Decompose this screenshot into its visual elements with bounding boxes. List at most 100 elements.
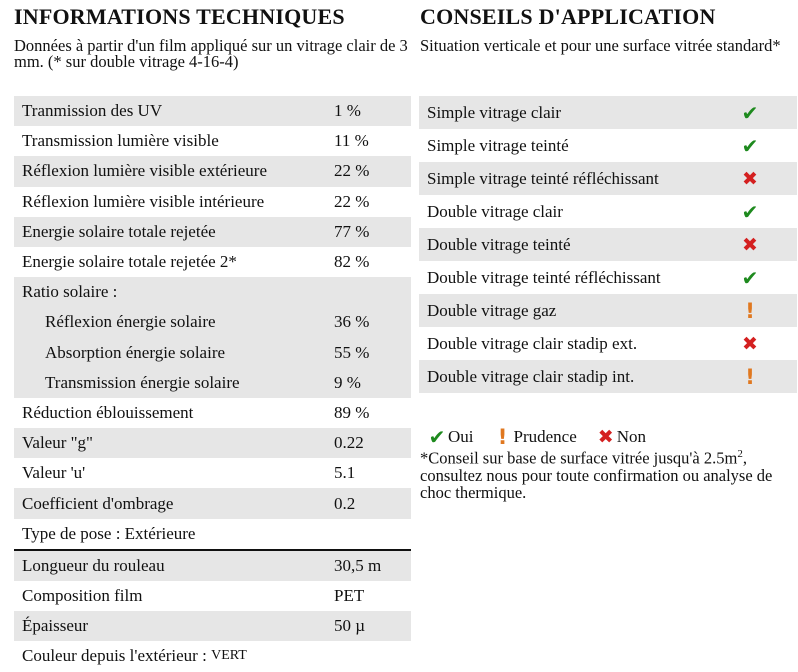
spec-value: 22 % <box>334 161 370 181</box>
glazing-type-label: Double vitrage clair stadip ext. <box>427 333 638 353</box>
color-row: Couleur depuis l'extérieur : VERT <box>14 641 411 671</box>
color-value: VERT <box>211 648 247 664</box>
spec-label: Transmission lumière visible <box>22 131 219 151</box>
spec-row: Composition film PET <box>14 581 411 611</box>
spec-value: 36 % <box>334 312 370 332</box>
check-icon: ✔ <box>741 100 759 125</box>
spec-value: 50 µ <box>334 616 366 636</box>
spec-label: Réflexion lumière visible extérieure <box>22 161 267 181</box>
spec-row: Réflexion lumière visible intérieure 22 % <box>14 187 411 217</box>
cross-icon: ✖ <box>742 332 758 355</box>
spec-row: Réflexion lumière visible extérieure 22 % <box>14 156 411 187</box>
color-label: Couleur depuis l'extérieur : <box>22 646 207 666</box>
cross-icon: ✖ <box>742 233 758 256</box>
check-icon: ✔ <box>741 133 759 158</box>
legend-prudence: ! Prudence <box>492 425 577 449</box>
spec-label: Réduction éblouissement <box>22 402 194 422</box>
application-advice-subtitle: Situation verticale et pour une surface … <box>420 36 781 55</box>
spec-row: Transmission lumière visible 11 % <box>14 126 411 156</box>
spec-label: Réflexion lumière visible intérieure <box>22 191 265 211</box>
spec-row: Réduction éblouissement 89 % <box>14 398 411 428</box>
spec-value: 55 % <box>334 342 370 362</box>
advice-row: Double vitrage clair stadip int.! <box>419 360 797 393</box>
legend-oui-label: Oui <box>448 427 474 446</box>
check-icon: ✔ <box>741 265 759 290</box>
glazing-type-label: Double vitrage clair stadip int. <box>427 366 635 386</box>
spec-value: 77 % <box>334 221 370 241</box>
glazing-type-label: Double vitrage clair <box>427 201 563 221</box>
glazing-type-label: Simple vitrage clair <box>427 102 562 122</box>
spec-value: 0.2 <box>334 493 356 513</box>
note-superscript: 2 <box>737 448 743 460</box>
application-advice-title: CONSEILS D'APPLICATION <box>420 4 716 29</box>
spec-label: Composition film <box>22 586 143 606</box>
spec-row: Valeur "g" 0.22 <box>14 428 411 459</box>
application-advice-table: Simple vitrage clair ✔ Simple vitrage tein… <box>419 96 797 393</box>
technical-info-title: INFORMATIONS TECHNIQUES <box>14 4 345 29</box>
glazing-type-label: Double vitrage teinté <box>427 234 571 254</box>
spec-value: 0.22 <box>334 433 364 453</box>
check-icon: ✔ <box>741 199 759 224</box>
legend-oui: ✔ Oui <box>426 425 474 449</box>
technical-info-subtitle: Données à partir d'un film appliqué sur … <box>14 36 408 71</box>
legend-non-label: Non <box>616 427 647 446</box>
advice-row: Simple vitrage teinté réfléchissant ✖ <box>419 162 797 195</box>
spec-value: 30,5 m <box>334 555 382 575</box>
spec-value: PET <box>334 586 365 606</box>
spec-row: Épaisseur 50 µ <box>14 611 411 642</box>
glazing-type-label: Double vitrage teinté réfléchissant <box>427 267 661 287</box>
note-text: *Conseil sur base de surface vitrée jusq… <box>420 448 738 468</box>
spec-label: Longueur du rouleau <box>22 555 165 575</box>
note-text-end: , consultez nous pour toute confirmation… <box>420 448 773 502</box>
cross-icon: ✖ <box>742 167 758 190</box>
spec-row: Réflexion énergie solaire 36 % <box>14 307 411 338</box>
glazing-type-label: Double vitrage gaz <box>427 300 557 320</box>
advice-row: Double vitrage teinté ✖ <box>419 228 797 261</box>
spec-row: Tranmission des UV 1 % <box>14 96 411 127</box>
spec-label: Épaisseur <box>22 616 89 636</box>
advice-row: Simple vitrage teinté ✔ <box>419 129 797 162</box>
spec-label: Valeur "g" <box>22 433 93 453</box>
exclamation-icon: ! <box>745 298 755 323</box>
advice-row: Double vitrage teinté réfléchissant ✔ <box>419 261 797 294</box>
spec-row: Type de pose : Extérieure <box>14 519 411 549</box>
spec-row: Energie solaire totale rejetée 2* 82 % <box>14 247 411 277</box>
spec-value: 89 % <box>334 402 370 422</box>
advice-row: Double vitrage clair ✔ <box>419 195 797 228</box>
advice-row: Double vitrage clair stadip ext. ✖ <box>419 327 797 360</box>
technical-specs-table: Tranmission des UV 1 % Transmission lumièr… <box>14 96 411 672</box>
legend-non: ✖ Non <box>595 426 646 448</box>
spec-label: Ratio solaire : <box>22 282 118 302</box>
spec-label: Energie solaire totale rejetée <box>22 221 216 241</box>
glazing-type-label: Simple vitrage teinté réfléchissant <box>427 168 659 188</box>
legend-prudence-label: Prudence <box>513 427 577 446</box>
cross-icon: ✖ <box>597 426 614 448</box>
advice-footnote: *Conseil sur base de surface vitrée jusq… <box>420 446 798 501</box>
advice-row: Simple vitrage clair ✔ <box>419 96 797 129</box>
spec-label: Valeur 'u' <box>22 463 86 483</box>
legend: ✔ Oui ! Prudence ✖ Non <box>426 425 660 449</box>
spec-label: Tranmission des UV <box>22 101 163 121</box>
spec-label: Absorption énergie solaire <box>45 342 226 362</box>
advice-row: Double vitrage gaz! <box>419 294 797 327</box>
spec-value: 11 % <box>334 131 369 151</box>
spec-value: 22 % <box>334 191 370 211</box>
spec-value: 5.1 <box>334 463 356 483</box>
spec-label: Energie solaire totale rejetée 2* <box>22 252 237 272</box>
exclamation-icon: ! <box>745 364 755 389</box>
spec-label: Type de pose : Extérieure <box>22 523 196 543</box>
spec-row: Valeur 'u' 5.1 <box>14 458 411 488</box>
spec-value: 1 % <box>334 101 361 121</box>
spec-value: 9 % <box>334 372 361 392</box>
spec-row: Absorption énergie solaire 55 % <box>14 337 411 368</box>
spec-value: 82 % <box>334 252 370 272</box>
spec-label: Coefficient d'ombrage <box>22 493 174 513</box>
spec-row: Transmission énergie solaire 9 % <box>14 367 411 398</box>
check-icon: ✔ <box>428 425 446 449</box>
spec-label: Transmission énergie solaire <box>45 372 240 392</box>
spec-row: Longueur du rouleau 30,5 m <box>14 548 411 581</box>
spec-row: Energie solaire totale rejetée 77 % <box>14 216 411 247</box>
spec-label: Réflexion énergie solaire <box>45 312 216 332</box>
exclamation-icon: ! <box>497 425 508 449</box>
spec-row: Ratio solaire : <box>14 277 411 308</box>
